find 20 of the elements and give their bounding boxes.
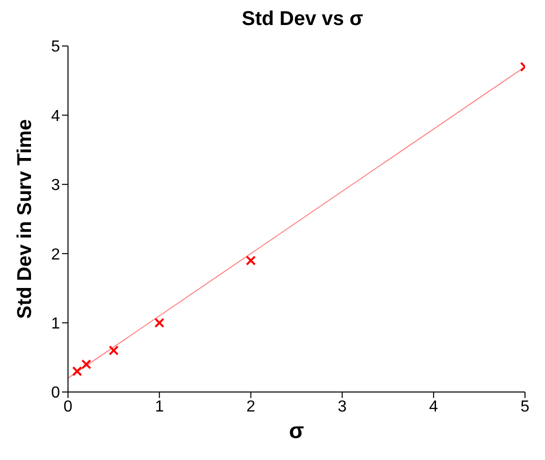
y-tick-label: 1 xyxy=(51,315,60,332)
y-tick-label: 3 xyxy=(51,177,60,194)
x-tick-label: 4 xyxy=(429,398,438,416)
y-tick-label: 2 xyxy=(51,246,60,264)
chart-title: Std Dev vs σ xyxy=(240,8,364,32)
y-axis-title: Std Dev in Surv Time xyxy=(14,119,36,319)
y-tick-label: 4 xyxy=(51,108,60,125)
x-axis-title: σ xyxy=(288,418,304,443)
point xyxy=(72,366,82,376)
y-tick-label: 5 xyxy=(51,38,60,56)
point xyxy=(246,256,256,266)
x-tick-label: 2 xyxy=(246,398,256,416)
x-tick-label: 5 xyxy=(520,398,530,416)
point xyxy=(154,318,164,328)
y-tick-label: 0 xyxy=(51,384,60,402)
x-tick-label: 3 xyxy=(338,398,347,416)
point xyxy=(108,345,119,356)
point xyxy=(81,359,92,370)
x-tick-label: 0 xyxy=(64,398,73,416)
x-tick-label: 1 xyxy=(154,398,164,416)
